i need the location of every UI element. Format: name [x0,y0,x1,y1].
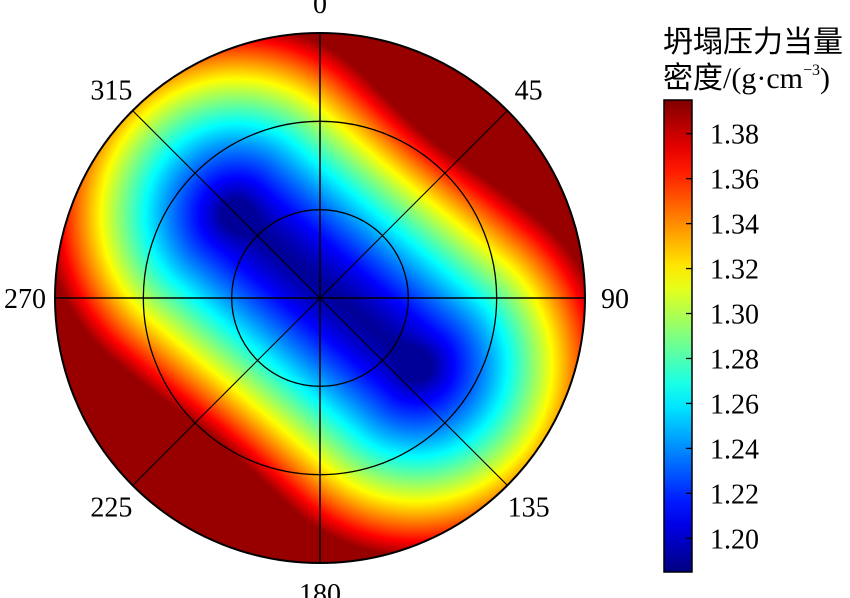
angle-label-45: 45 [515,75,543,106]
angle-label-90: 90 [601,284,629,315]
colorbar-tick-label-5: 1.28 [710,344,759,375]
colorbar-gradient [663,99,693,573]
colorbar-tick-label-0: 1.38 [710,120,759,151]
colorbar-tick-label-1: 1.36 [710,165,759,196]
angle-label-225: 225 [90,493,132,524]
polar-plot-area: 0 45 90 135 180 225 270 315 [4,0,629,598]
colorbar-tick-label-2: 1.34 [710,210,759,241]
colorbar-tick-label-8: 1.22 [710,479,759,510]
colorbar: 坍塌压力当量 密度/(g·cm−3) 1.381.361.341.321.301… [663,26,843,573]
angle-label-270: 270 [4,284,46,315]
colorbar-title-line2: 密度/(g·cm−3) [663,62,830,95]
colorbar-ticks: 1.38 1.36 1.34 1.32 1.30 1.28 1.26 1.24 1.22 1.20 [686,120,759,555]
angular-tick-labels: 0 45 90 135 180 225 270 315 [4,0,629,598]
colorbar-tick-label-3: 1.32 [710,255,759,286]
spoke-45 [319,110,508,299]
spoke-225 [132,297,321,486]
angle-label-0: 0 [313,0,327,20]
colorbar-tick-label-6: 1.26 [710,389,759,420]
angle-label-315: 315 [90,75,132,106]
colorbar-title-suffix: ) [820,62,830,95]
spoke-135 [319,297,508,486]
outer-boundary-circle [54,32,586,564]
spoke-315 [132,110,321,299]
polar-grid [54,32,586,564]
colorbar-title-prefix: 密度/(g·cm [663,62,803,95]
colorbar-tick-label-4: 1.30 [710,300,759,331]
colorbar-tick-label-9: 1.20 [710,524,759,555]
colorbar-title-line1: 坍塌压力当量 [663,26,843,59]
colorbar-tick-label-7: 1.24 [710,434,759,465]
colorbar-title-superscript: −3 [803,62,820,79]
angle-label-180: 180 [299,579,341,598]
angle-label-135: 135 [508,493,550,524]
